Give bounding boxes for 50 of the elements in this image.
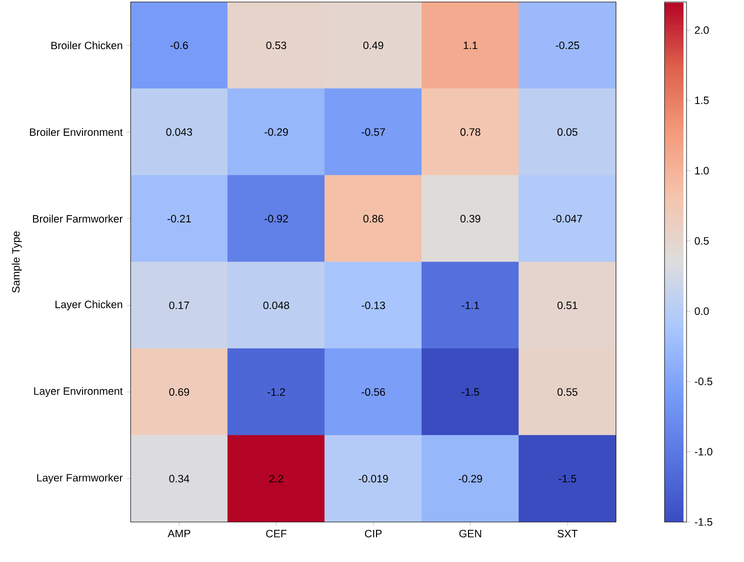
data-label: -0.047 (552, 214, 582, 222)
data-label: -0.019 (358, 474, 388, 482)
data-label: 1.1 (464, 42, 478, 50)
data-label: -1.2 (268, 388, 285, 396)
data-label: 0.86 (363, 214, 384, 222)
data-label: 0.39 (460, 214, 480, 222)
x-tick-label: GEN (459, 530, 482, 538)
data-label: 0.34 (169, 474, 190, 482)
data-label: -0.21 (168, 214, 191, 222)
x-tick-label: CIP (364, 530, 382, 538)
x-tick-label: AMP (168, 530, 190, 538)
data-label: -0.57 (362, 128, 385, 136)
data-label: 0.51 (558, 302, 578, 310)
x-tick-label: SXT (558, 530, 578, 538)
y-tick-label: Layer Environment (34, 387, 123, 397)
data-label: -0.25 (556, 42, 580, 50)
data-label: 2.2 (269, 474, 284, 482)
data-label: 0.55 (558, 388, 578, 396)
data-label: -0.29 (264, 128, 288, 136)
y-tick-label: Layer Chicken (56, 300, 122, 310)
data-label: 0.048 (263, 302, 290, 310)
color-bar-label: 0.5 (694, 237, 709, 245)
y-axis-title: Sample Type (12, 231, 22, 293)
color-bar-label: -0.5 (694, 378, 712, 386)
data-label: -0.92 (264, 214, 288, 222)
color-bar-label: 0.0 (694, 307, 709, 315)
data-label: -0.29 (458, 474, 482, 482)
data-label: 0.17 (169, 302, 190, 310)
color-bar-label: -1.5 (694, 518, 712, 526)
data-label: 0.043 (166, 128, 192, 136)
color-bar-label: 1.0 (695, 166, 709, 174)
data-label: -1.5 (558, 474, 576, 482)
data-label: -0.56 (362, 388, 386, 396)
data-label: -0.13 (362, 302, 386, 310)
data-label: -1.1 (462, 302, 480, 310)
y-tick-label: Broiler Chicken (51, 41, 122, 50)
color-bar-label: 2.0 (694, 26, 709, 34)
y-tick-label: Broiler Farmworker (33, 214, 123, 223)
y-tick-label: Broiler Environment (30, 128, 123, 136)
data-label: 0.49 (363, 42, 384, 50)
data-label: -1.5 (462, 388, 480, 396)
data-label: 0.69 (169, 388, 190, 396)
y-tick-label: Layer Farmworker (37, 474, 123, 484)
color-bar-label: 1.5 (695, 96, 709, 104)
data-label: 0.53 (266, 42, 286, 50)
data-label: -0.6 (170, 42, 188, 50)
x-tick-label: CEF (266, 530, 286, 538)
data-label: 0.05 (558, 128, 578, 136)
data-label: 0.78 (460, 128, 480, 136)
color-bar-label: -1.0 (694, 448, 712, 456)
